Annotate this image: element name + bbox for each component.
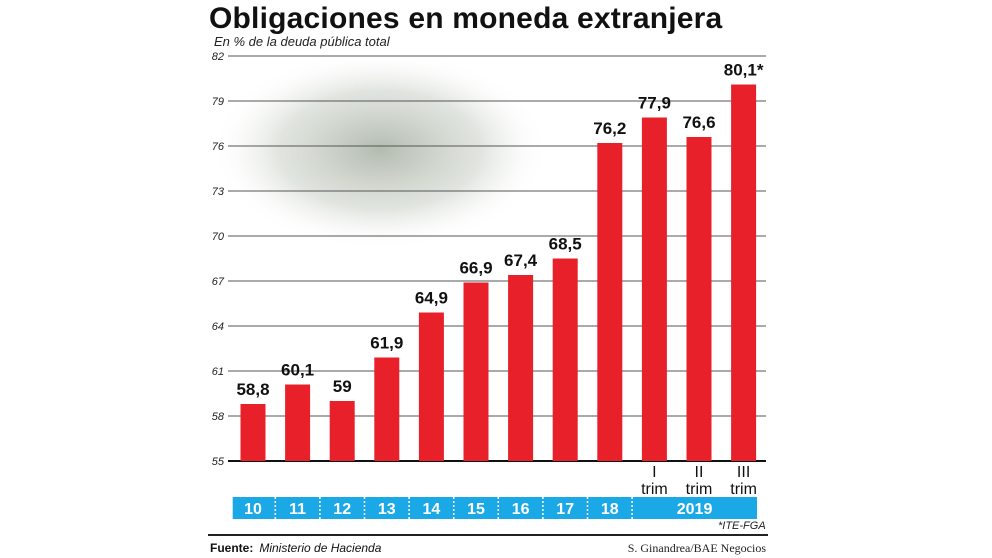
data-label: 77,9 — [638, 94, 671, 113]
data-label: 61,9 — [370, 334, 403, 353]
source-value: Ministerio de Hacienda — [259, 541, 382, 555]
data-label: 67,4 — [504, 251, 538, 270]
y-tick-label: 76 — [212, 141, 225, 153]
footer-divider — [208, 534, 768, 536]
x-sub-label: trim — [730, 481, 757, 498]
bar — [240, 404, 266, 461]
bar — [686, 137, 712, 461]
y-tick-label: 58 — [212, 411, 225, 423]
x-sub-label: trim — [641, 481, 668, 498]
data-label: 80,1* — [724, 61, 764, 80]
y-tick-label: 64 — [212, 321, 224, 333]
y-tick-label: 79 — [212, 96, 224, 108]
data-label: 66,9 — [459, 259, 492, 278]
data-label: 59 — [333, 377, 352, 396]
y-tick-label: 61 — [212, 366, 224, 378]
source: Fuente: Ministerio de Hacienda — [210, 541, 381, 555]
x-tick-label: 16 — [512, 501, 530, 518]
y-tick-label: 73 — [212, 186, 225, 198]
x-sub-label: II — [695, 464, 704, 481]
data-label: 76,2 — [593, 119, 626, 138]
x-sub-label: III — [737, 464, 750, 481]
x-tick-label: 18 — [601, 501, 619, 518]
x-tick-label: 12 — [333, 501, 351, 518]
bar — [552, 258, 578, 461]
bar — [285, 384, 311, 461]
bar — [597, 143, 623, 461]
data-label: 58,8 — [236, 380, 269, 399]
x-tick-label: 14 — [423, 501, 441, 518]
credit: S. Ginandrea/BAE Negocios — [627, 541, 766, 555]
y-tick-label: 55 — [212, 456, 225, 468]
data-label: 60,1 — [281, 361, 314, 380]
money-background-image — [210, 50, 550, 250]
bar — [418, 312, 444, 461]
data-label: 64,9 — [415, 289, 448, 308]
data-label: 76,6 — [682, 113, 715, 132]
source-label: Fuente: — [210, 541, 254, 555]
bar — [641, 117, 667, 461]
y-tick-label: 82 — [212, 51, 224, 63]
x-sub-label: trim — [686, 481, 713, 498]
chart-note: *ITE-FGA — [718, 520, 766, 532]
x-tick-label: 11 — [289, 501, 306, 518]
x-tick-label: 13 — [378, 501, 396, 518]
bar — [731, 84, 757, 461]
data-label: 68,5 — [549, 235, 582, 254]
x-tick-label: 10 — [244, 501, 262, 518]
x-tick-label: 15 — [467, 501, 485, 518]
bar — [374, 357, 400, 461]
y-tick-label: 70 — [212, 231, 225, 243]
bar — [463, 282, 489, 461]
chart-title: Obligaciones en moneda extranjera — [209, 2, 723, 35]
bar — [508, 275, 534, 461]
x-tick-label: 2019 — [677, 501, 713, 518]
x-tick-label: 17 — [556, 501, 574, 518]
chart-subtitle: En % de la deuda pública total — [214, 34, 390, 49]
y-tick-label: 67 — [212, 276, 225, 288]
x-sub-label: I — [652, 464, 656, 481]
bar — [329, 401, 355, 461]
